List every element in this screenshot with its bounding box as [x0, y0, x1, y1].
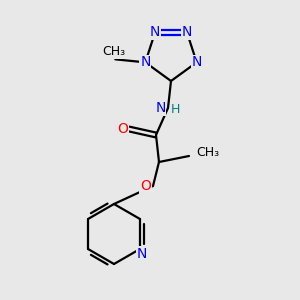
Text: H: H	[171, 103, 180, 116]
Text: N: N	[182, 25, 192, 39]
Text: N: N	[155, 101, 166, 115]
Text: N: N	[191, 55, 202, 69]
Text: O: O	[140, 179, 151, 193]
Text: O: O	[118, 122, 128, 136]
Text: N: N	[140, 55, 151, 69]
Text: CH₃: CH₃	[196, 146, 220, 160]
Text: N: N	[150, 25, 160, 39]
Text: CH₃: CH₃	[102, 45, 125, 58]
Text: N: N	[136, 247, 147, 260]
